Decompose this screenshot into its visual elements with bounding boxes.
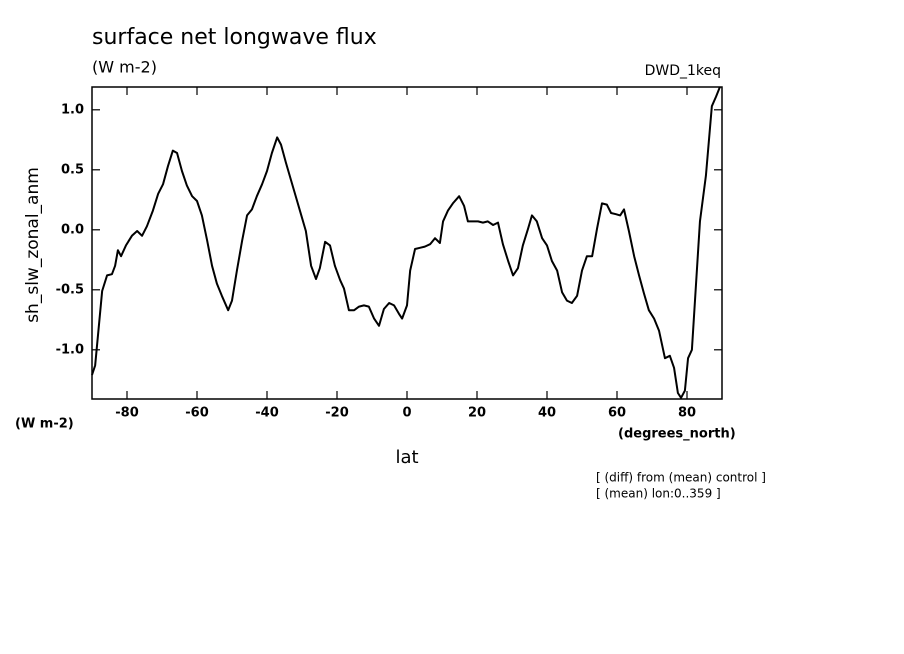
y-tick-label: 0.5 — [61, 162, 84, 177]
data-line — [91, 86, 721, 399]
chart-subtitle: (W m-2) — [92, 58, 157, 77]
y-tick-label: -0.5 — [56, 282, 84, 297]
x-tick-label: 20 — [468, 406, 486, 421]
x-tick-label: 0 — [402, 406, 411, 421]
y-units: (W m-2) — [15, 417, 74, 432]
x-units: (degrees_north) — [618, 427, 736, 442]
x-tick-label: -20 — [325, 406, 349, 421]
x-tick-label: -40 — [255, 406, 279, 421]
y-axis-label: sh_slw_zonal_anm — [23, 167, 43, 323]
x-tick-label: 60 — [608, 406, 626, 421]
chart-title: surface net longwave flux — [92, 25, 377, 50]
y-tick-label: 0.0 — [61, 222, 84, 237]
x-tick-label: 40 — [538, 406, 556, 421]
x-tick-label: 80 — [678, 406, 696, 421]
run-label: DWD_1keq — [645, 63, 721, 79]
x-axis-label: lat — [395, 447, 418, 468]
y-tick-label: 1.0 — [61, 102, 84, 117]
x-tick-label: -60 — [185, 406, 209, 421]
note: [ (diff) from (mean) control ] — [596, 471, 766, 485]
x-tick-label: -80 — [115, 406, 139, 421]
note: [ (mean) lon:0..359 ] — [596, 487, 721, 501]
y-tick-label: -1.0 — [56, 342, 84, 357]
